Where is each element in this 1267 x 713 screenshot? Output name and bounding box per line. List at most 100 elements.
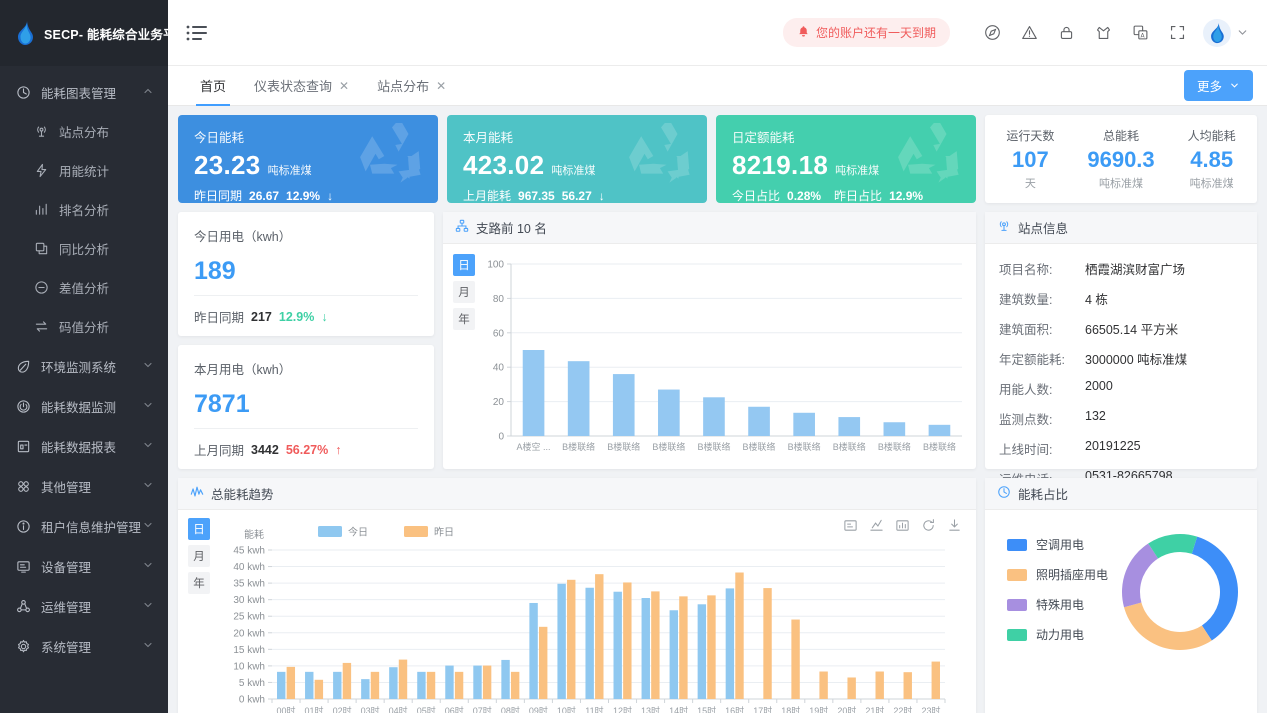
avatar[interactable]	[1203, 18, 1231, 47]
kpi-value: 423.02	[463, 150, 545, 180]
sidebar-item-0-4[interactable]: 差值分析	[18, 268, 168, 307]
kpi-unit: 吨标准煤	[835, 165, 880, 177]
flame-logo-icon	[14, 20, 36, 46]
svg-text:B楼联络: B楼联络	[833, 441, 866, 452]
account-expiry-notice[interactable]: 您的账户还有一天到期	[782, 18, 950, 47]
sidebar-item-0-3[interactable]: 同比分析	[18, 229, 168, 268]
kpi-card-daily-quota[interactable]: 日定额能耗 8219.18 吨标准煤 今日占比 0.28% 昨日占比 12.9%	[716, 115, 976, 203]
sidebar-group-label: 系统管理	[41, 640, 92, 655]
sidebar: SECP- 能耗综合业务平台 能耗图表管理站点分布用能统计排名分析同比分析差值分…	[0, 0, 168, 713]
legend-item[interactable]: 特殊用电	[1007, 596, 1108, 613]
summary-unit: 天	[1024, 178, 1036, 190]
legend-label: 照明插座用电	[1036, 568, 1109, 582]
legend-item[interactable]: 动力用电	[1007, 626, 1108, 643]
svg-text:06时: 06时	[445, 705, 464, 713]
period-year-button[interactable]: 年	[453, 308, 475, 330]
svg-text:0: 0	[498, 432, 504, 443]
sidebar-group-3[interactable]: 能耗数据报表	[0, 426, 168, 466]
period-month-button[interactable]: 月	[188, 545, 210, 567]
pie-clock-icon	[997, 485, 1011, 502]
site-info-row: 监测点数: 132	[999, 403, 1243, 433]
svg-text:17时: 17时	[753, 705, 772, 713]
recycle-icon	[356, 118, 428, 194]
download-icon[interactable]	[947, 518, 962, 533]
svg-text:11时: 11时	[585, 705, 603, 713]
kpi-foot-value: 0.28%	[787, 188, 822, 203]
dashboard-row-2: 总能耗趋势 日 月 年 能耗 今日 昨日 0 kwh 5 kwh 10 kwh 15 kwh…	[178, 478, 1257, 713]
shirt-icon[interactable]	[1087, 17, 1119, 49]
sidebar-group-0[interactable]: 能耗图表管理	[0, 72, 168, 112]
sidebar-group-5[interactable]: 租户信息维护管理	[0, 506, 168, 546]
close-icon[interactable]: ✕	[436, 78, 447, 93]
sidebar-group-6[interactable]: 设备管理	[0, 546, 168, 586]
sidebar-item-label: 排名分析	[59, 204, 110, 218]
tab-bar: 首页 仪表状态查询 ✕ 站点分布 ✕ 更多	[168, 66, 1267, 106]
summary-unit: 吨标准煤	[1189, 178, 1234, 190]
lock-icon[interactable]	[1050, 17, 1082, 49]
sidebar-item-label: 站点分布	[59, 126, 110, 140]
site-info-key: 监测点数:	[999, 412, 1053, 427]
tab-site-distribution[interactable]: 站点分布 ✕	[363, 66, 460, 106]
kpi-card-today-energy[interactable]: 今日能耗 23.23 吨标准煤 昨日同期 26.67 12.9% ↓	[178, 115, 438, 203]
period-month-button[interactable]: 月	[453, 281, 475, 303]
sidebar-group-2[interactable]: 能耗数据监测	[0, 386, 168, 426]
svg-text:21时: 21时	[865, 705, 884, 713]
summary-label: 人均能耗	[1187, 129, 1236, 143]
sidebar-item-0-0[interactable]: 站点分布	[18, 112, 168, 151]
sidebar-group-1[interactable]: 环境监测系统	[0, 346, 168, 386]
kpi-value: 8219.18	[732, 150, 829, 180]
svg-text:100: 100	[487, 260, 504, 271]
sidebar-item-0-1[interactable]: 用能统计	[18, 151, 168, 190]
kpi-card-month-energy[interactable]: 本月能耗 423.02 吨标准煤 上月能耗 967.35 56.27 ↓	[447, 115, 707, 203]
legend-item[interactable]: 照明插座用电	[1007, 566, 1108, 583]
svg-text:A楼空 ...: A楼空 ...	[517, 441, 551, 452]
sidebar-item-0-2[interactable]: 排名分析	[18, 190, 168, 229]
chevron-down-icon	[142, 479, 154, 494]
kpi-row: 今日能耗 23.23 吨标准煤 昨日同期 26.67 12.9% ↓	[178, 115, 976, 203]
line-chart-icon[interactable]	[869, 518, 884, 533]
trend-bar-chart[interactable]: 能耗 今日 昨日 0 kwh 5 kwh 10 kwh 15 kwh 20 kwh 25 kwh…	[210, 518, 955, 713]
broadcast-icon	[32, 123, 50, 141]
period-day-button[interactable]: 日	[188, 518, 210, 540]
kpi-footer: 上月能耗 967.35 56.27 ↓	[463, 187, 691, 204]
share-icon	[14, 597, 32, 615]
data-view-icon[interactable]	[843, 518, 858, 533]
info-circle-icon	[14, 517, 32, 535]
sidebar-group-8[interactable]: 系统管理	[0, 626, 168, 666]
svg-text:22时: 22时	[893, 705, 912, 713]
brand[interactable]: SECP- 能耗综合业务平台	[0, 0, 168, 66]
tab-meter-status[interactable]: 仪表状态查询 ✕	[240, 66, 363, 106]
bar-chart-icon[interactable]	[895, 518, 910, 533]
kpi-title: 今日能耗	[194, 131, 245, 145]
tab-label: 仪表状态查询	[254, 79, 333, 94]
sidebar-menu: 能耗图表管理站点分布用能统计排名分析同比分析 差值分析 码值分析 环境监测系统 能耗数据…	[0, 66, 168, 666]
more-button[interactable]: 更多	[1183, 70, 1253, 101]
compass-icon[interactable]	[976, 17, 1008, 49]
sidebar-group-7[interactable]: 运维管理	[0, 586, 168, 626]
grid-icon	[14, 477, 32, 495]
summary-item-days: 运行天数 107 天	[985, 127, 1076, 191]
legend-item[interactable]: 空调用电	[1007, 536, 1108, 553]
sidebar-item-0-5[interactable]: 码值分析	[18, 307, 168, 346]
warning-icon[interactable]	[1013, 17, 1045, 49]
sidebar-group-4[interactable]: 其他管理	[0, 466, 168, 506]
summary-item-percapita: 人均能耗 4.85 吨标准煤	[1166, 127, 1257, 191]
svg-text:14时: 14时	[669, 705, 688, 713]
hamburger-icon[interactable]	[186, 21, 210, 45]
close-icon[interactable]: ✕	[339, 78, 350, 93]
user-menu-chevron-down-icon[interactable]	[1231, 22, 1253, 44]
period-year-button[interactable]: 年	[188, 572, 210, 594]
fullscreen-icon[interactable]	[1161, 17, 1193, 49]
period-day-button[interactable]: 日	[453, 254, 475, 276]
energy-share-donut-chart[interactable]	[1108, 510, 1248, 675]
svg-text:B楼联络: B楼联络	[697, 441, 730, 452]
svg-text:B楼联络: B楼联络	[607, 441, 640, 452]
refresh-icon[interactable]	[921, 518, 936, 533]
tab-home[interactable]: 首页	[186, 66, 240, 106]
top10-bar-chart[interactable]: 0 20 40 60 80 100 A楼空 ... B楼联络 B楼联络 B楼联络 B楼联络 B楼联络 B…	[475, 254, 970, 466]
today-power-footer: 昨日同期 217 12.9% ↓	[194, 296, 418, 326]
report-icon	[14, 437, 32, 455]
chevron-down-icon	[142, 399, 154, 414]
tab-label: 首页	[200, 79, 227, 94]
translate-icon[interactable]: A	[1124, 17, 1156, 49]
